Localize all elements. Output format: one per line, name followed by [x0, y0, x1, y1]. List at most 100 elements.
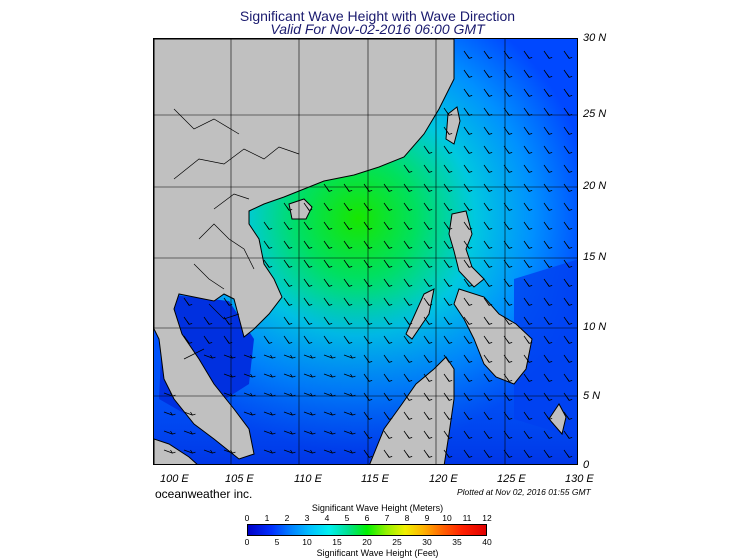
wave-arrow-head	[326, 245, 333, 249]
lat-label-5n: 5 N	[583, 390, 601, 402]
wave-arrow-head	[206, 321, 213, 325]
wave-arrow-head	[446, 435, 453, 439]
wave-arrow-head	[486, 55, 493, 59]
wave-arrow-head	[366, 359, 373, 363]
colorbar-meters-tick: 12	[482, 513, 492, 523]
wave-arrow-head	[286, 245, 293, 249]
wave-arrow-head	[526, 264, 533, 268]
wave-arrow-head	[186, 340, 193, 344]
map-canvas	[154, 39, 577, 464]
wave-arrow-head	[250, 354, 256, 359]
wave-arrow-head	[506, 131, 513, 135]
wave-arrow-head	[506, 93, 513, 97]
wave-arrow	[163, 411, 173, 416]
wave-arrow-head	[230, 449, 236, 454]
wave-arrow-head	[506, 245, 513, 249]
wave-arrow-head	[466, 245, 473, 249]
wave-arrow-head	[310, 354, 316, 359]
wave-arrow-head	[446, 359, 453, 363]
wave-arrow-head	[366, 302, 373, 306]
wave-arrow	[263, 373, 273, 378]
wave-arrow-head	[446, 378, 453, 382]
wave-arrow	[243, 354, 253, 359]
wave-arrow-head	[466, 378, 473, 382]
wave-arrow-head	[366, 454, 373, 458]
wave-arrow-head	[566, 397, 573, 401]
wave-arrow-head	[546, 245, 553, 249]
lat-label-20n: 20 N	[583, 180, 607, 192]
lon-label-115e: 115 E	[361, 473, 389, 485]
wave-arrow-head	[306, 264, 313, 268]
wave-arrow	[183, 449, 193, 454]
wave-arrow-head	[546, 397, 553, 401]
wave-arrow-head	[466, 340, 473, 344]
wave-arrow-head	[486, 188, 493, 192]
wave-arrow-head	[526, 112, 533, 116]
wave-arrow-head	[426, 378, 433, 382]
wave-arrow-head	[346, 188, 353, 192]
wave-arrow-head	[506, 397, 513, 401]
wave-arrow-head	[386, 207, 393, 211]
sumatra-coast	[154, 438, 198, 464]
wave-arrow-head	[310, 411, 316, 416]
borneo-island	[369, 356, 455, 464]
wave-arrow-head	[526, 169, 533, 173]
wave-arrow-head	[486, 112, 493, 116]
wave-height-map	[153, 38, 578, 465]
colorbar-meters-tick: 0	[244, 513, 250, 523]
wave-arrow-head	[486, 74, 493, 78]
wave-arrow-head	[446, 416, 453, 420]
wave-arrow-head	[230, 354, 236, 359]
wave-arrow-head	[506, 435, 513, 439]
wave-arrow-head	[290, 430, 296, 435]
wave-arrow-head	[566, 416, 573, 420]
wave-arrow-head	[350, 449, 356, 454]
wave-arrow-head	[346, 207, 353, 211]
wave-arrow-head	[190, 449, 196, 454]
wave-arrow-head	[526, 55, 533, 59]
wave-arrow-head	[326, 283, 333, 287]
wave-arrow-head	[306, 226, 313, 230]
wave-arrow-head	[286, 302, 293, 306]
wave-arrow-head	[406, 435, 413, 439]
wave-arrow-head	[266, 226, 273, 230]
wave-arrow-head	[206, 340, 213, 344]
wave-arrow-head	[526, 359, 533, 363]
colorbar-feet-tick: 35	[452, 537, 462, 547]
wave-arrow-head	[566, 264, 573, 268]
wave-arrow	[163, 430, 173, 435]
wave-arrow-head	[406, 340, 413, 344]
wave-arrow	[323, 430, 333, 435]
wave-arrow-head	[286, 321, 293, 325]
wave-arrow-head	[526, 302, 533, 306]
wave-arrow-head	[250, 392, 256, 397]
wave-arrow-head	[486, 454, 493, 458]
wave-arrow-head	[406, 397, 413, 401]
wave-arrow-head	[526, 74, 533, 78]
wave-arrow-head	[386, 454, 393, 458]
wave-arrow-head	[286, 264, 293, 268]
wave-arrow-head	[366, 226, 373, 230]
wave-arrow-head	[526, 416, 533, 420]
wave-arrow-head	[526, 93, 533, 97]
wave-arrow	[303, 354, 313, 359]
wave-arrow-head	[306, 207, 313, 211]
wave-arrow-head	[406, 188, 413, 192]
wave-arrow-head	[546, 74, 553, 78]
wave-arrow	[223, 354, 233, 359]
wave-arrow-head	[466, 283, 473, 287]
wave-arrow-head	[326, 340, 333, 344]
wave-arrow-head	[566, 74, 573, 78]
wave-arrow	[283, 411, 293, 416]
wave-arrow-head	[566, 283, 573, 287]
wave-arrow	[303, 373, 313, 378]
wave-arrow-head	[386, 416, 393, 420]
wave-arrow-head	[426, 150, 433, 154]
wave-arrow-head	[310, 430, 316, 435]
wave-arrow-head	[446, 321, 453, 325]
lon-label-100e: 100 E	[160, 473, 189, 485]
wave-arrow-head	[326, 207, 333, 211]
wave-arrow-head	[366, 378, 373, 382]
wave-arrow-head	[306, 245, 313, 249]
wave-arrow-head	[350, 354, 356, 359]
